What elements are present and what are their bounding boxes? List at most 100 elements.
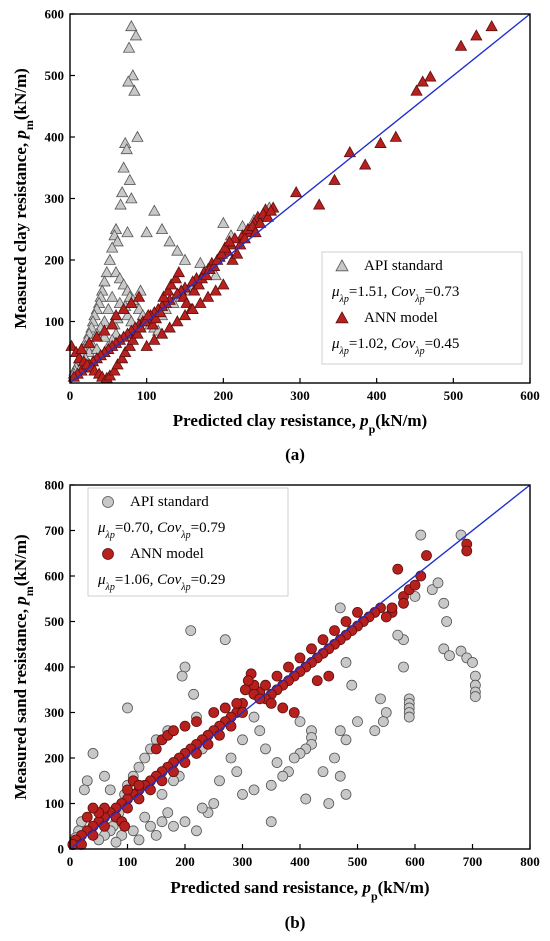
y-tick-label: 500 <box>45 614 65 629</box>
api-standard-point <box>369 725 381 737</box>
ann-model-point <box>163 321 176 333</box>
ann-model-point <box>90 330 104 342</box>
ann-model-point <box>374 136 387 148</box>
x-tick-label: 300 <box>233 854 253 869</box>
api-standard-point <box>168 775 179 787</box>
panel-b-x-axis-title: Predicted sand resistance, pp(kN/m) <box>170 878 429 903</box>
api-standard-point <box>188 688 200 700</box>
api-standard-point <box>105 290 119 302</box>
api-standard-point <box>375 693 386 705</box>
api-standard-point <box>340 789 352 800</box>
ann-model-point <box>149 312 163 324</box>
api-standard-point <box>110 836 122 848</box>
api-standard-point <box>127 825 139 837</box>
ann-model-point <box>178 309 192 321</box>
ann-model-point <box>208 707 220 718</box>
y-tick-label: 300 <box>45 705 65 720</box>
api-standard-point <box>105 241 119 253</box>
ann-model-point <box>194 296 207 308</box>
api-standard-point <box>329 752 340 764</box>
api-standard-point <box>156 789 168 800</box>
api-standard-point <box>100 265 113 278</box>
panel-a-y-ticks: 100 200 300 400 500 600 <box>45 7 75 329</box>
ann-model-point <box>312 198 326 210</box>
api-standard-point <box>78 784 90 796</box>
ann-model-legend-marker <box>335 311 349 324</box>
ann-model-point <box>271 670 283 682</box>
api-standard-point <box>340 734 352 746</box>
ann-model-point <box>171 315 184 327</box>
x-tick-label: 700 <box>463 854 483 869</box>
ann-model-point <box>260 679 271 691</box>
ann-model-point <box>133 779 145 791</box>
ann-model-point <box>179 720 191 732</box>
x-tick-label: 400 <box>367 388 387 403</box>
api-standard-point <box>162 807 174 818</box>
ann-model-point <box>155 327 169 339</box>
panel-b-legend: API standard μλp=0.70, Covλp=0.79 ANN mode… <box>87 487 289 597</box>
api-standard-point <box>334 725 346 737</box>
api-standard-legend-marker <box>102 496 114 508</box>
api-standard-point <box>179 816 191 828</box>
api-standard-point <box>168 820 179 832</box>
ann-model-point <box>317 634 329 646</box>
api-standard-point <box>271 757 283 768</box>
ann-model-point <box>265 698 277 709</box>
api-standard-point <box>122 702 133 714</box>
ann-model-point <box>283 661 294 673</box>
ann-model-point <box>218 241 232 253</box>
panel-a-label: (a) <box>285 445 305 464</box>
ann-model-legend-stats: μλp=1.06, Covλp=0.29 <box>97 572 225 593</box>
api-standard-point <box>194 256 207 268</box>
api-standard-point <box>140 226 153 238</box>
ann-model-point <box>392 563 404 575</box>
api-standard-point <box>438 643 450 655</box>
x-tick-label: 0 <box>67 854 74 869</box>
ann-model-point <box>264 204 278 216</box>
api-standard-point <box>432 577 444 589</box>
panel-b-y-ticks: 0 100 200 300 400 500 600 700 800 <box>45 478 75 857</box>
ann-model-point <box>87 802 99 814</box>
ann-model-point <box>485 19 498 32</box>
legend-box <box>87 487 289 597</box>
api-standard-point <box>102 302 115 315</box>
api-standard-point <box>145 820 156 832</box>
api-standard-point <box>340 657 352 668</box>
api-standard-point <box>352 716 363 727</box>
ann-model-point <box>225 720 237 732</box>
ann-model-point <box>389 130 403 142</box>
y-tick-label: 200 <box>45 253 65 268</box>
api-standard-point <box>123 173 136 185</box>
y-tick-label: 400 <box>45 660 65 675</box>
api-standard-point <box>237 789 248 800</box>
ann-model-point <box>261 210 274 222</box>
ann-model-point <box>154 305 167 318</box>
api-standard-point <box>126 69 140 81</box>
ann-model-point <box>157 290 170 302</box>
ann-model-point <box>132 290 146 302</box>
ann-model-point <box>242 675 254 687</box>
api-standard-point <box>179 661 191 673</box>
x-tick-label: 600 <box>405 854 425 869</box>
api-standard-point <box>178 253 192 265</box>
y-tick-label: 800 <box>45 478 65 493</box>
ann-model-point <box>131 327 144 339</box>
api-standard-legend-label: API standard <box>364 258 443 274</box>
panel-a-data-points <box>65 19 498 383</box>
ann-model-point <box>288 707 300 718</box>
api-standard-point <box>317 766 329 778</box>
y-tick-label: 500 <box>45 68 65 83</box>
ann-model-point <box>122 784 133 796</box>
panel-a-legend: API standard μλp=1.51, Covλp=0.73 ANN mode… <box>321 251 523 365</box>
ann-model-point <box>82 336 96 348</box>
y-tick-label: 200 <box>45 751 65 766</box>
ann-model-point <box>165 278 178 290</box>
x-tick-label: 200 <box>214 388 234 403</box>
ann-model-point <box>99 820 110 832</box>
ann-model-point <box>65 339 78 351</box>
ann-model-point <box>289 186 303 198</box>
ann-model-point <box>343 146 357 158</box>
ann-model-point <box>191 748 202 759</box>
api-standard-point <box>98 330 111 342</box>
api-standard-point <box>139 811 151 823</box>
